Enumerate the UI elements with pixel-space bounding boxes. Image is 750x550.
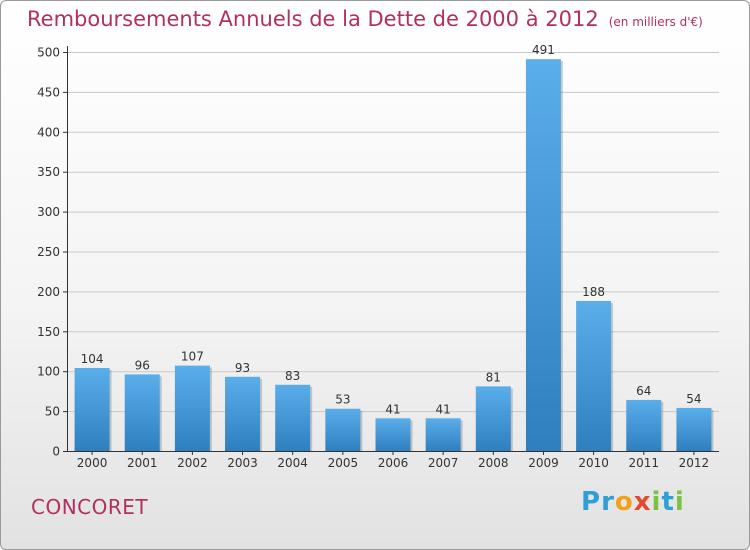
y-tick-label: 0 <box>52 445 60 459</box>
bar <box>174 365 210 451</box>
bar-value-label: 54 <box>686 392 701 406</box>
bar <box>124 374 160 451</box>
x-tick-label: 2004 <box>277 456 308 470</box>
bar-value-label: 491 <box>532 43 555 57</box>
logo-letter: i <box>651 487 662 517</box>
bar-value-label: 41 <box>436 402 451 416</box>
y-tick-label: 100 <box>37 365 60 379</box>
y-tick-label: 300 <box>37 205 60 219</box>
y-tick-label: 350 <box>37 165 60 179</box>
x-tick-label: 2002 <box>177 456 208 470</box>
chart-title-text: Remboursements Annuels de la Dette de 20… <box>27 7 599 31</box>
bar-value-label: 188 <box>582 285 605 299</box>
x-tick-label: 2011 <box>628 456 659 470</box>
y-tick-label: 450 <box>37 85 60 99</box>
bar <box>425 418 461 451</box>
logo-letter: o <box>614 487 634 517</box>
x-tick-label: 2003 <box>227 456 258 470</box>
proxiti-logo: Proxiti <box>581 487 685 517</box>
bar-value-label: 83 <box>285 369 300 383</box>
town-name: CONCORET <box>31 495 149 519</box>
logo-letter: r <box>601 487 615 517</box>
x-tick-label: 2012 <box>679 456 710 470</box>
y-tick-label: 250 <box>37 245 60 259</box>
bar-value-label: 81 <box>486 370 501 384</box>
bar-value-label: 96 <box>135 358 150 372</box>
bar <box>626 399 662 451</box>
y-tick-label: 50 <box>45 405 60 419</box>
bar-value-label: 53 <box>335 393 350 407</box>
bar <box>576 300 612 451</box>
bar <box>225 376 261 451</box>
bar <box>74 368 110 451</box>
x-tick-label: 2005 <box>328 456 359 470</box>
x-tick-label: 2010 <box>578 456 609 470</box>
bar-value-label: 64 <box>636 384 651 398</box>
logo-letter: i <box>674 487 685 517</box>
y-tick-label: 500 <box>37 46 60 60</box>
y-tick-label: 200 <box>37 285 60 299</box>
x-tick-label: 2006 <box>378 456 409 470</box>
x-tick-label: 2008 <box>478 456 509 470</box>
chart-title: Remboursements Annuels de la Dette de 20… <box>27 7 703 31</box>
logo-letter: P <box>581 487 602 517</box>
bar-value-label: 107 <box>181 350 204 364</box>
x-tick-label: 2001 <box>127 456 158 470</box>
y-tick-label: 400 <box>37 125 60 139</box>
logo-letter: x <box>633 487 652 517</box>
logo-letter: t <box>661 487 675 517</box>
x-tick-label: 2009 <box>528 456 559 470</box>
x-tick-label: 2000 <box>77 456 108 470</box>
x-tick-label: 2007 <box>428 456 459 470</box>
bar <box>325 408 361 451</box>
y-tick-label: 150 <box>37 325 60 339</box>
bar-value-label: 41 <box>385 402 400 416</box>
bar-value-label: 104 <box>81 352 104 366</box>
chart-unit: (en milliers d'€) <box>608 15 703 29</box>
bar-value-label: 93 <box>235 361 250 375</box>
bar <box>676 407 712 451</box>
bar <box>525 59 561 451</box>
bar <box>275 384 311 451</box>
bar <box>475 386 511 451</box>
bar <box>375 418 411 451</box>
